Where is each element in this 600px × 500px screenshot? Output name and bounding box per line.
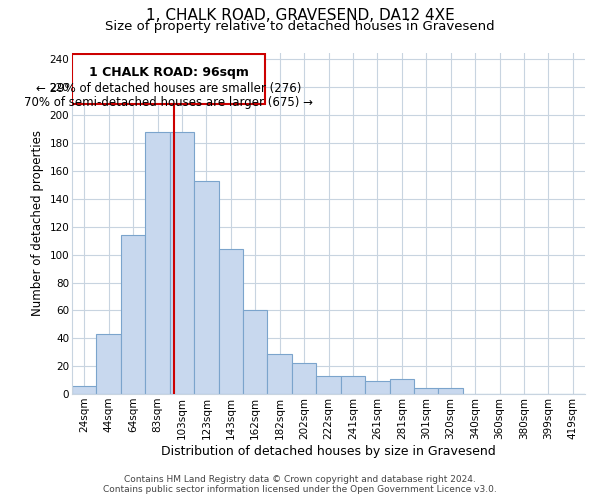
- Y-axis label: Number of detached properties: Number of detached properties: [31, 130, 44, 316]
- Bar: [292, 364, 316, 394]
- Bar: [365, 382, 389, 394]
- Text: 1 CHALK ROAD: 96sqm: 1 CHALK ROAD: 96sqm: [89, 66, 248, 80]
- Bar: [316, 376, 341, 394]
- Bar: [72, 386, 97, 394]
- Bar: [218, 249, 243, 394]
- Bar: [145, 132, 170, 394]
- Bar: [194, 181, 218, 394]
- Text: 70% of semi-detached houses are larger (675) →: 70% of semi-detached houses are larger (…: [24, 96, 313, 108]
- X-axis label: Distribution of detached houses by size in Gravesend: Distribution of detached houses by size …: [161, 444, 496, 458]
- Text: Size of property relative to detached houses in Gravesend: Size of property relative to detached ho…: [105, 20, 495, 33]
- Text: ← 29% of detached houses are smaller (276): ← 29% of detached houses are smaller (27…: [36, 82, 301, 95]
- Bar: [341, 376, 365, 394]
- FancyBboxPatch shape: [72, 54, 265, 104]
- Bar: [170, 132, 194, 394]
- Bar: [414, 388, 439, 394]
- Bar: [121, 235, 145, 394]
- Bar: [243, 310, 268, 394]
- Text: Contains HM Land Registry data © Crown copyright and database right 2024.
Contai: Contains HM Land Registry data © Crown c…: [103, 474, 497, 494]
- Bar: [97, 334, 121, 394]
- Text: 1, CHALK ROAD, GRAVESEND, DA12 4XE: 1, CHALK ROAD, GRAVESEND, DA12 4XE: [146, 8, 454, 22]
- Bar: [268, 354, 292, 394]
- Bar: [389, 378, 414, 394]
- Bar: [439, 388, 463, 394]
